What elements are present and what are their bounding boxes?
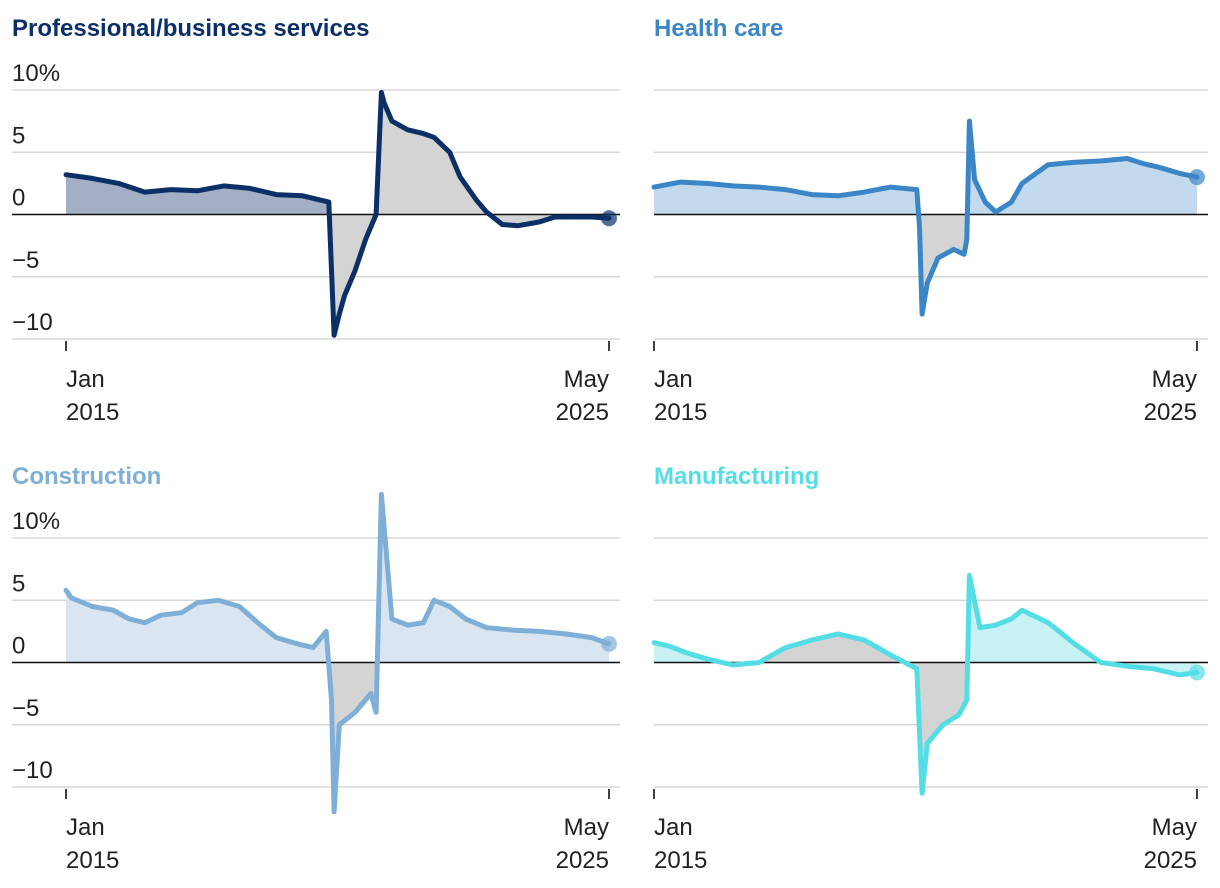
x-tick-label-month: Jan — [654, 366, 693, 393]
y-tick-label: 5 — [12, 122, 25, 149]
x-tick-label-year: 2015 — [66, 399, 119, 426]
x-tick-label-month: Jan — [66, 366, 105, 393]
chart-panel-4: Manufacturing Jan 2015 May 2025 — [651, 463, 1208, 874]
chart-panel-3: Construction 10% 5 0 −5 −10 Jan 2015 May 2025 — [12, 463, 620, 874]
x-tick-label-year: 2015 — [66, 847, 119, 874]
end-point-marker — [1189, 169, 1205, 186]
y-tick-label: 10% — [12, 508, 60, 535]
area-positive — [967, 121, 1197, 215]
end-point-marker — [1189, 664, 1205, 681]
x-tick-label-year: 2015 — [654, 847, 707, 874]
y-tick-label: 10% — [12, 60, 60, 87]
series-line — [651, 118, 1200, 317]
y-tick-label: 0 — [12, 185, 25, 212]
x-tick-label-year: 2025 — [1144, 399, 1197, 426]
chart-title: Health care — [654, 15, 783, 42]
x-tick-label-month: May — [1152, 814, 1197, 841]
series-line — [63, 90, 612, 338]
y-tick-label: −10 — [12, 757, 53, 784]
x-tick-label-month: Jan — [66, 814, 105, 841]
chart-title: Manufacturing — [654, 463, 819, 490]
area-positive — [377, 494, 609, 663]
area-negative — [918, 214, 968, 315]
area-negative — [904, 662, 968, 794]
y-tick-label: 5 — [12, 570, 25, 597]
area-negative — [489, 214, 609, 226]
series-line — [651, 572, 1200, 796]
chart-panel-1: Professional/business services 10% 5 0 −5 −10… — [12, 15, 620, 426]
y-tick-label: −10 — [12, 309, 53, 336]
x-tick-label-year: 2025 — [556, 399, 609, 426]
x-tick-label-year: 2025 — [1144, 847, 1197, 874]
area-positive — [66, 174, 330, 215]
x-tick-label-year: 2025 — [556, 847, 609, 874]
x-tick-label-month: Jan — [654, 814, 693, 841]
area-positive — [967, 575, 1197, 675]
y-tick-label: −5 — [12, 247, 39, 274]
area-positive — [66, 590, 329, 663]
x-tick-label-month: May — [564, 814, 609, 841]
series-line — [63, 491, 612, 815]
x-tick-label-month: May — [564, 366, 609, 393]
chart-title: Professional/business services — [12, 15, 370, 42]
end-point-marker — [601, 210, 617, 227]
area-positive — [654, 182, 919, 215]
area-negative — [722, 633, 905, 665]
x-tick-label-month: May — [1152, 366, 1197, 393]
chart-panel-2: Health care Jan 2015 May 2025 — [651, 15, 1208, 426]
y-tick-label: 0 — [12, 633, 25, 660]
x-tick-label-year: 2015 — [654, 399, 707, 426]
y-tick-label: −5 — [12, 695, 39, 722]
end-point-marker — [601, 635, 617, 652]
chart-title: Construction — [12, 463, 161, 490]
